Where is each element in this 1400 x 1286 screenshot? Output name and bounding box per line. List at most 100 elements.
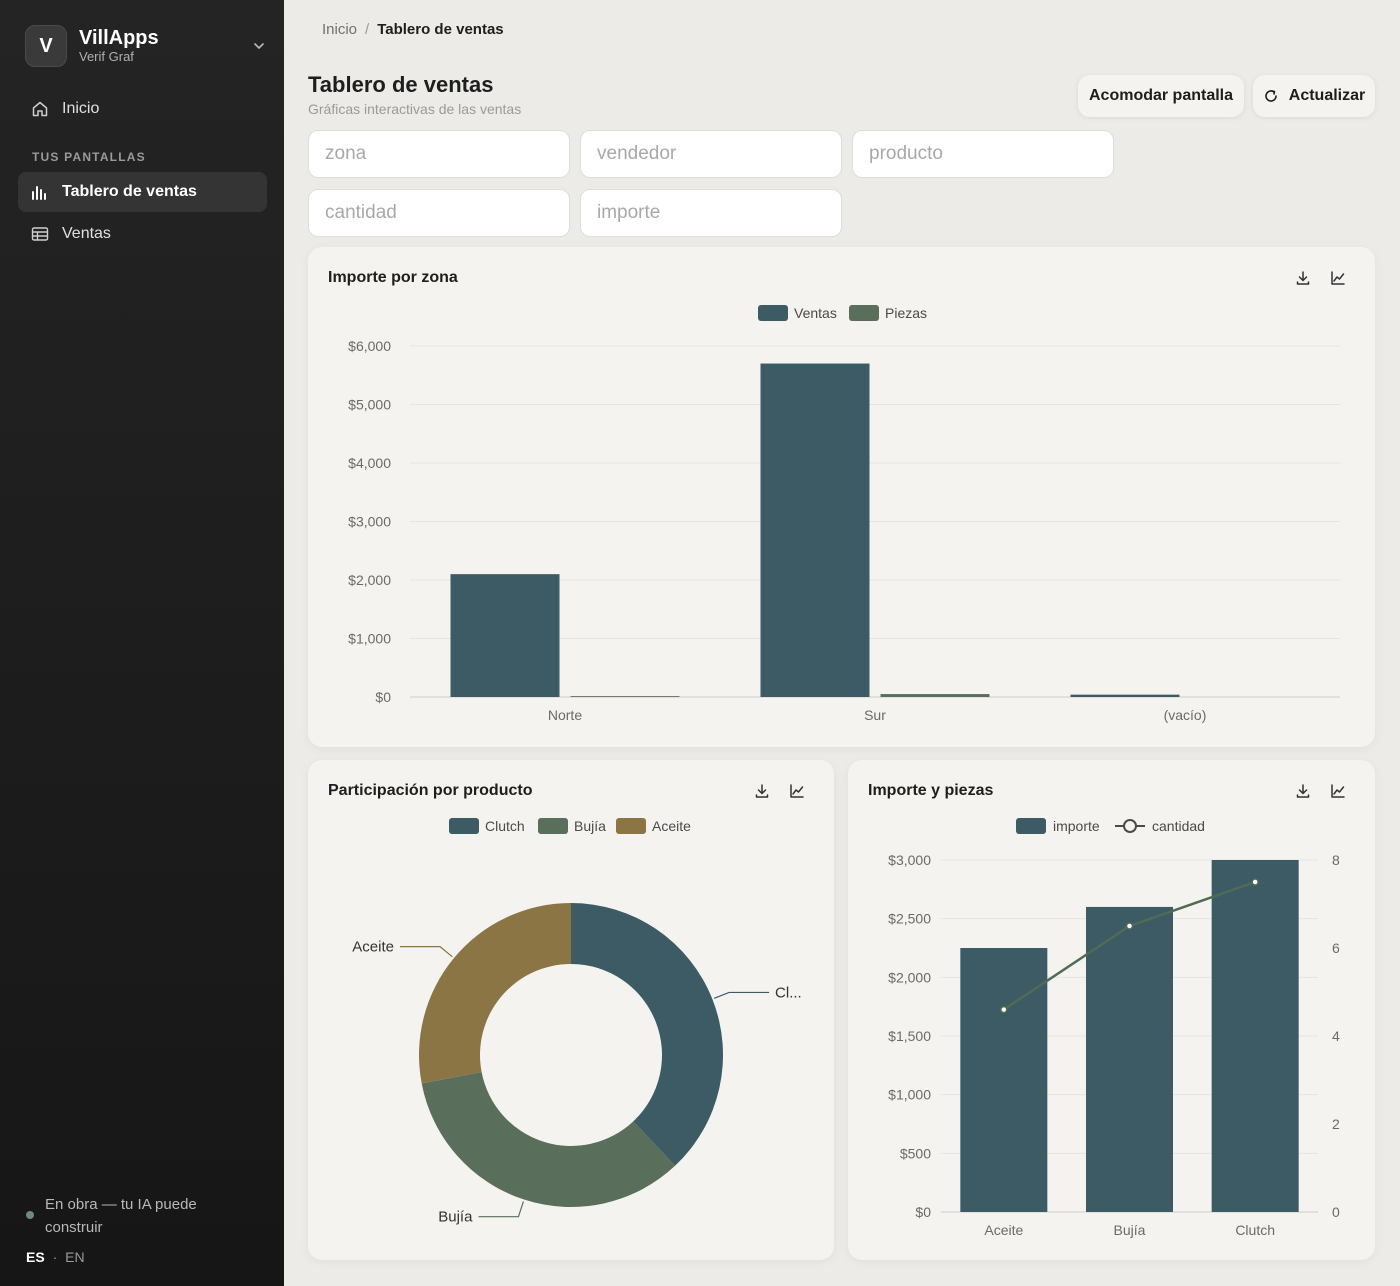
legend-swatch [1016, 818, 1046, 834]
y2-tick-label: 8 [1332, 852, 1340, 868]
y2-tick-label: 0 [1332, 1204, 1340, 1220]
y-tick-label: $500 [900, 1145, 931, 1161]
sidebar-item-label: Tablero de ventas [62, 183, 197, 200]
line-chart-icon[interactable] [1327, 780, 1349, 802]
arrange-screen-label: Acomodar pantalla [1088, 87, 1234, 104]
bar-ventas [760, 363, 870, 697]
bar-chart-icon [31, 183, 49, 201]
page-title: Tablero de ventas [308, 72, 494, 97]
lang-en[interactable]: EN [65, 1249, 85, 1265]
cantidad-filter-input[interactable] [308, 189, 570, 237]
lang-es[interactable]: ES [26, 1249, 45, 1265]
refresh-button[interactable]: Actualizar [1253, 75, 1375, 117]
y-tick-label: $2,000 [348, 572, 391, 588]
arrange-screen-button[interactable]: Acomodar pantalla [1078, 75, 1244, 117]
card-tools [1279, 267, 1349, 289]
download-icon[interactable] [1292, 780, 1314, 802]
x-tick-label: Bujía [1114, 1222, 1146, 1238]
legend-label: Aceite [652, 818, 691, 834]
participacion-por-producto-card: Cl... Bujía Aceite Clutch Bujía Aceite Partic… [308, 760, 834, 1260]
y-tick-label: $5,000 [348, 397, 391, 413]
y-tick-label: $3,000 [888, 852, 931, 868]
breadcrumb-home-link[interactable]: Inicio [322, 21, 358, 38]
legend-label: Bujía [574, 818, 606, 834]
importe-y-piezas-card: $0 $500 $1,000 $1,500 $2,000 $2,500 $3,000 0 2 4 6… [848, 760, 1375, 1260]
app-subtitle: Verif Graf [79, 49, 134, 64]
sidebar-item-label: Inicio [62, 100, 100, 117]
importe-y-piezas-chart: $0 $500 $1,000 $1,500 $2,000 $2,500 $3,000 0 2 4 6… [888, 818, 1340, 1238]
legend-label: Clutch [485, 818, 525, 834]
card-tools [738, 780, 808, 802]
brand-text: VillApps Verif Graf [79, 27, 251, 65]
line-chart-icon[interactable] [786, 780, 808, 802]
x-tick-label: Sur [864, 707, 886, 723]
lang-separator: · [52, 1249, 58, 1265]
slice-leader-line [478, 1201, 524, 1218]
point-cantidad [1000, 1005, 1008, 1014]
refresh-icon [1263, 88, 1279, 104]
y-tick-label: $1,000 [348, 631, 391, 647]
card-title: Importe por zona [328, 269, 458, 286]
y-tick-label: $0 [375, 689, 391, 705]
download-icon[interactable] [1292, 267, 1314, 289]
status-dot-icon [26, 1211, 34, 1219]
card-title: Importe y piezas [868, 782, 994, 799]
point-cantidad [1251, 878, 1259, 886]
legend-swatch [538, 818, 568, 834]
slice-label: Cl... [775, 984, 802, 1001]
point-cantidad [1125, 922, 1134, 930]
y-tick-label: $2,000 [888, 969, 931, 985]
legend-label: importe [1053, 818, 1100, 834]
refresh-label: Actualizar [1288, 87, 1366, 104]
y-tick-label: $3,000 [348, 514, 391, 530]
y-tick-label: $4,000 [348, 455, 391, 471]
legend-swatch [758, 305, 788, 321]
producto-filter-input[interactable] [852, 130, 1114, 178]
sidebar-section-title: TUS PANTALLAS [32, 150, 146, 164]
sidebar-item-ventas[interactable]: Ventas [18, 214, 267, 254]
table-icon [31, 225, 49, 243]
bar-ventas [450, 574, 560, 697]
participacion-por-producto-chart: Cl... Bujía Aceite Clutch Bujía Aceite [352, 818, 802, 1226]
language-switcher: ES · EN [26, 1249, 85, 1265]
chevron-down-icon [254, 43, 264, 50]
build-status: En obra — tu IA puede construir [26, 1193, 256, 1239]
app-logo: V [25, 25, 67, 67]
slice-leader-line [713, 991, 770, 999]
slice-label: Aceite [352, 939, 394, 956]
y-tick-label: $1,000 [888, 1087, 931, 1103]
x-tick-label: Aceite [984, 1222, 1023, 1238]
breadcrumb: Inicio / Tablero de ventas [322, 21, 504, 38]
page-subtitle: Gráficas interactivas de las ventas [308, 101, 522, 117]
y-tick-label: $0 [915, 1204, 931, 1220]
zona-filter-input[interactable] [308, 130, 570, 178]
y-tick-label: $1,500 [888, 1028, 931, 1044]
bar-piezas [570, 696, 680, 697]
workspace-switcher[interactable]: V VillApps Verif Graf [25, 25, 267, 67]
sidebar-item-inicio[interactable]: Inicio [18, 89, 267, 129]
sidebar-item-tablero-de-ventas[interactable]: Tablero de ventas [18, 172, 267, 212]
bar-importe [960, 948, 1048, 1212]
slice-clutch [571, 903, 723, 1166]
app-name: VillApps [79, 27, 159, 49]
card-title: Participación por producto [328, 782, 533, 799]
bar-piezas [880, 694, 990, 697]
card-tools [1279, 780, 1349, 802]
line-chart-icon[interactable] [1327, 267, 1349, 289]
bar-importe [1211, 860, 1299, 1212]
sidebar: V VillApps Verif Graf Inicio TUS PANTALL… [0, 0, 284, 1286]
slice-aceite [419, 903, 571, 1084]
x-tick-label: Norte [548, 707, 582, 723]
y2-tick-label: 6 [1332, 940, 1340, 956]
download-icon[interactable] [751, 780, 773, 802]
y-tick-label: $6,000 [348, 338, 391, 354]
sidebar-item-label: Ventas [62, 225, 111, 242]
importe-filter-input[interactable] [580, 189, 842, 237]
slice-bujía [421, 1072, 676, 1207]
slice-label: Bujía [438, 1209, 473, 1226]
slice-leader-line [400, 946, 453, 958]
home-icon [31, 100, 49, 118]
x-tick-label: (vacío) [1164, 707, 1207, 723]
vendedor-filter-input[interactable] [580, 130, 842, 178]
legend-swatch [849, 305, 879, 321]
